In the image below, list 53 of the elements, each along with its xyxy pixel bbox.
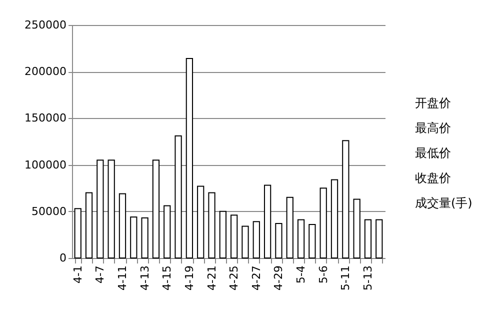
bar [197, 186, 204, 258]
bar [364, 219, 372, 258]
bar [230, 214, 238, 258]
y-tick-label: 150000 [24, 112, 66, 125]
text: 开盘价 [415, 96, 451, 110]
bar [152, 160, 160, 258]
x-tick-label: 4-13 [138, 266, 152, 290]
x-tick-label: 4-27 [250, 266, 263, 290]
x-tick-label: 4-25 [228, 266, 241, 290]
x-tick-label: 4-15 [160, 266, 174, 290]
y-tick-label: 100000 [24, 158, 66, 172]
bar [130, 216, 138, 258]
bar [74, 208, 82, 258]
bar [186, 58, 194, 258]
bar [376, 219, 383, 258]
bar [141, 217, 148, 258]
bar [330, 179, 338, 258]
y-tick-label: 0 [60, 252, 66, 264]
text: 最高价 [415, 121, 451, 135]
text: 成交量(手) [415, 196, 472, 210]
x-tick-label: 4-1 [71, 266, 84, 284]
bar [286, 196, 294, 258]
x-tick-label: 5-6 [316, 266, 330, 284]
x-tick-label: 4-19 [182, 266, 196, 290]
bar [342, 140, 350, 258]
text: 最低价 [415, 146, 451, 160]
y-tick-label: 250000 [24, 18, 66, 32]
bar [108, 160, 115, 258]
x-tick-label: 4-11 [116, 266, 129, 290]
bar [353, 198, 360, 258]
y-tick-label: 50000 [32, 204, 66, 218]
bar [264, 184, 272, 258]
text: 收盘价 [415, 171, 451, 185]
x-tick-label: 4-29 [272, 266, 286, 290]
y-tick-label: 200000 [24, 65, 66, 78]
bar [208, 192, 216, 258]
bar [96, 160, 104, 258]
bar [297, 219, 305, 258]
bar [118, 193, 126, 258]
bar [252, 221, 260, 258]
bar [164, 205, 171, 258]
bar [320, 188, 327, 258]
x-tick-label: 4-21 [205, 266, 218, 290]
bar [275, 223, 282, 258]
bar [219, 210, 226, 258]
bar [174, 135, 182, 258]
bar [242, 226, 249, 258]
bar [85, 192, 93, 258]
x-tick-label: 5-11 [339, 266, 352, 290]
x-tick-label: 5-4 [294, 266, 308, 284]
bar [308, 224, 316, 258]
x-tick-label: 5-13 [361, 266, 374, 290]
x-tick-label: 4-7 [94, 266, 107, 284]
